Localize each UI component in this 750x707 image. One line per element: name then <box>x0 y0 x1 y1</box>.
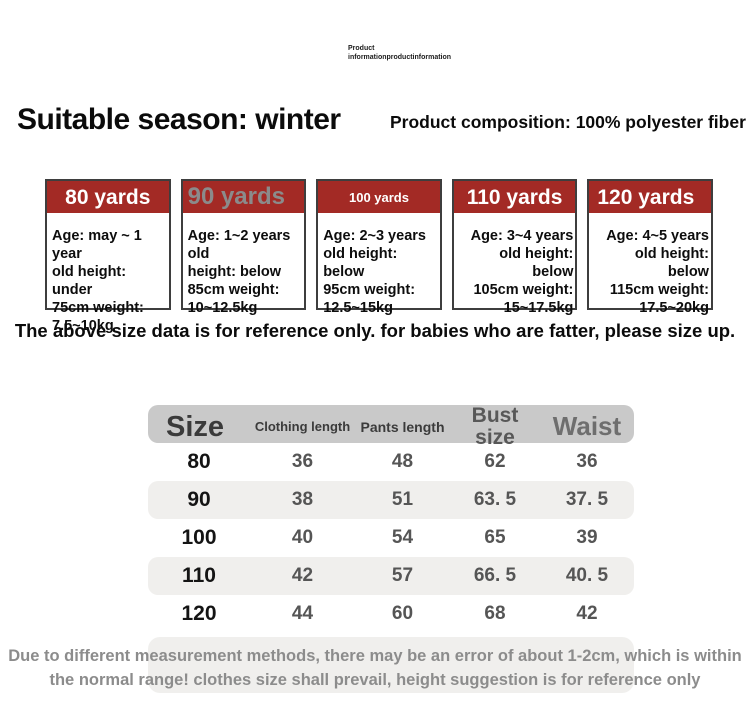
size-cell: 90 <box>187 488 211 511</box>
size-card: 110 yards Age: 3~4 years old height: bel… <box>451 179 578 316</box>
value-cell: 36 <box>291 451 314 472</box>
value-cell: 57 <box>391 565 414 586</box>
table-row: 120 44 60 68 42 <box>148 595 634 633</box>
size-card-title: 100 yards <box>348 189 409 205</box>
size-card-body: Age: 4~5 years old height: below 115cm w… <box>606 228 709 316</box>
value-cell: 68 <box>484 603 506 624</box>
table-row: 100 40 54 65 39 <box>148 519 634 557</box>
size-card-body: Age: 3~4 years old height: below 105cm w… <box>470 228 574 316</box>
size-card: 100 yards Age: 2~3 years old height: bel… <box>316 179 442 316</box>
size-cards: 80 yards Age: may ~ 1 year old height: u… <box>45 179 713 334</box>
size-card-header: 120 yards <box>589 181 711 213</box>
size-card-title: 90 yards <box>187 183 285 210</box>
value-cell: 60 <box>391 603 414 624</box>
value-cell: 63. 5 <box>473 489 517 510</box>
value-cell: 42 <box>576 603 598 624</box>
value-cell: 48 <box>391 451 414 472</box>
value-cell: 62 <box>484 451 506 472</box>
size-table: Size Clothing length Pants length Bust size… <box>148 404 634 633</box>
size-cell: 120 <box>181 602 217 625</box>
value-cell: 40 <box>291 527 314 548</box>
value-cell: 54 <box>391 527 414 548</box>
size-card-body: Age: 1~2 years old height: below 85cm we… <box>187 228 291 316</box>
table-row: 80 36 48 62 36 <box>148 443 634 481</box>
size-card: 120 yards Age: 4~5 years old height: bel… <box>587 179 713 316</box>
column-header: Pants length <box>360 418 445 435</box>
column-header: Size <box>166 410 225 443</box>
size-card-header: 80 yards <box>47 181 169 213</box>
table-row: 90 38 51 63. 5 37. 5 <box>148 481 634 519</box>
column-header: Clothing length <box>254 419 351 435</box>
measurement-disclaimer: Due to different measurement methods, th… <box>8 647 742 689</box>
size-card-header: 90 yards <box>182 181 305 213</box>
value-cell: 37. 5 <box>565 489 609 510</box>
value-cell: 38 <box>291 489 314 510</box>
value-cell: 40. 5 <box>565 565 609 586</box>
size-cell: 100 <box>181 526 217 549</box>
reference-note: The above size data is for reference onl… <box>14 320 736 341</box>
value-cell: 44 <box>291 603 314 624</box>
value-cell: 66. 5 <box>473 565 517 586</box>
size-cell: 110 <box>182 564 216 587</box>
value-cell: 42 <box>291 565 314 586</box>
size-card-header: 100 yards <box>318 181 440 213</box>
size-table-body: 80 36 48 62 36 90 38 51 63. 5 37. 5 100 40 54 65… <box>148 443 634 633</box>
measurement-disclaimer-box <box>148 637 634 693</box>
size-card-body: Age: 2~3 years old height: below 95cm we… <box>323 228 426 316</box>
size-card: 90 yards Age: 1~2 years old height: belo… <box>180 179 307 316</box>
season-heading: Suitable season: winter <box>17 103 341 136</box>
size-card-title: 120 yards <box>597 185 695 209</box>
value-cell: 36 <box>576 451 598 472</box>
value-cell: 39 <box>576 527 598 548</box>
table-row: 110 42 57 66. 5 40. 5 <box>148 557 634 595</box>
size-card-title: 80 yards <box>65 185 151 209</box>
size-card-title: 110 yards <box>466 185 563 209</box>
size-card: 80 yards Age: may ~ 1 year old height: u… <box>45 179 171 334</box>
value-cell: 65 <box>484 527 506 548</box>
size-card-header: 110 yards <box>453 181 576 213</box>
product-info-note: Product informationproductinformation <box>348 45 452 62</box>
size-table-header: Size Clothing length Pants length Bust size… <box>148 404 634 449</box>
column-header: Bust size <box>471 404 519 450</box>
composition-heading: Product composition: 100% polyester fibe… <box>390 112 746 132</box>
size-cell: 80 <box>187 450 211 473</box>
size-card-body: Age: may ~ 1 year old height: under 75cm… <box>52 228 144 334</box>
value-cell: 51 <box>391 489 414 510</box>
column-header: Waist <box>552 411 622 442</box>
